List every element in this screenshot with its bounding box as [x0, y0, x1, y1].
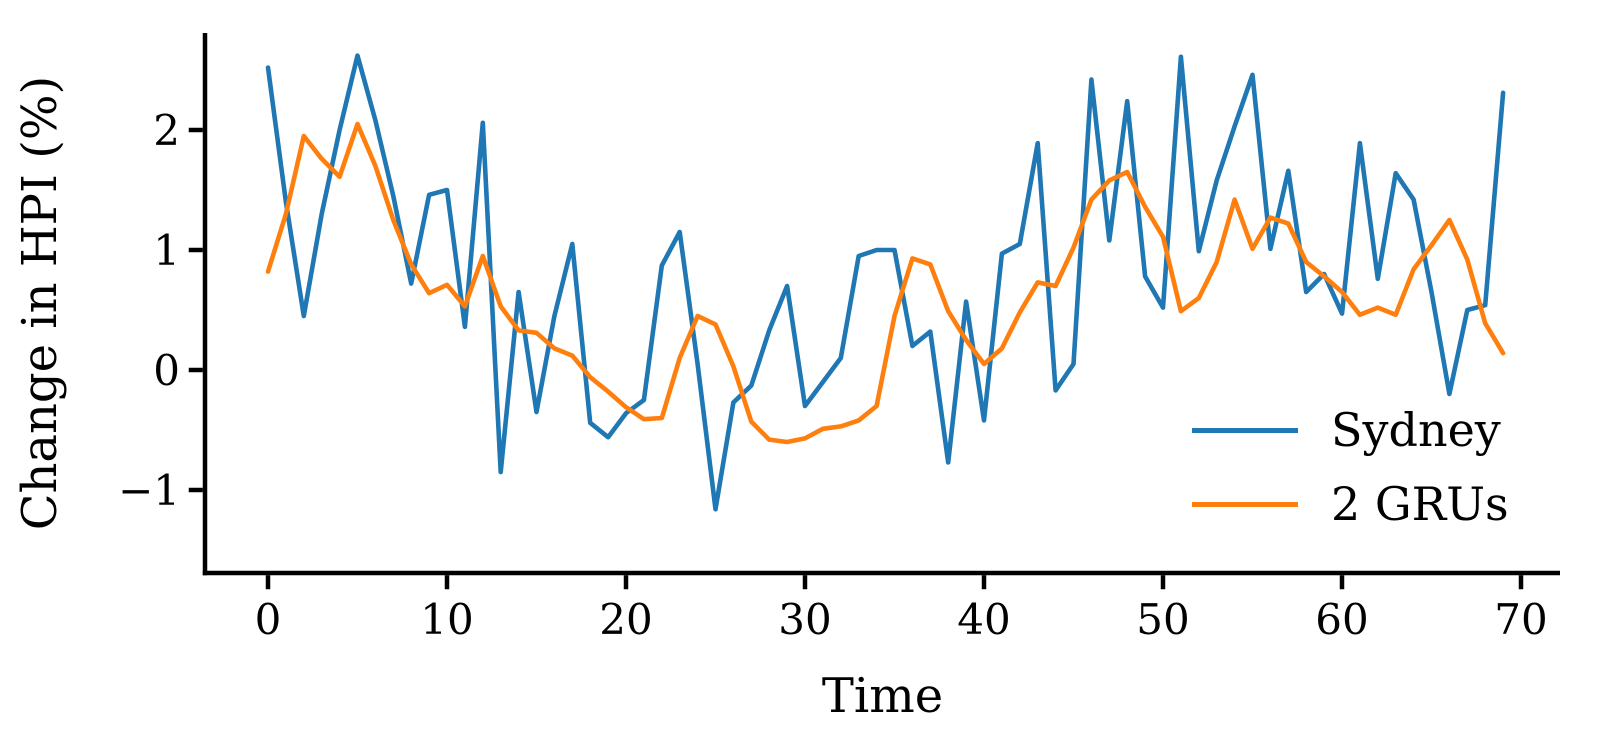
- x-tick-label: 20: [599, 595, 652, 644]
- x-tick-label: 60: [1315, 595, 1368, 644]
- legend-item-sydney: Sydney: [1192, 402, 1501, 458]
- line-sydney: [265, 53, 1506, 512]
- x-tick-label: 0: [255, 595, 282, 644]
- y-axis-label: Change in HPI (%): [12, 76, 68, 531]
- x-tick-label: 50: [1136, 595, 1189, 644]
- x-tick-label: 10: [420, 595, 473, 644]
- y-tick-label: 2: [153, 106, 180, 155]
- legend-line-sydney-swatch: [1192, 427, 1298, 433]
- y-tick-label: 0: [153, 346, 180, 395]
- y-tick-label: 1: [153, 226, 180, 275]
- x-axis-label: Time: [822, 668, 943, 724]
- x-tick-label: 70: [1494, 595, 1547, 644]
- x-tick-label: 30: [778, 595, 831, 644]
- legend-label-2-grus: 2 GRUs: [1331, 477, 1509, 531]
- legend-line-2-grus-swatch: [1192, 501, 1298, 507]
- legend-item-2-grus: 2 GRUs: [1192, 476, 1509, 532]
- legend-label-sydney: Sydney: [1331, 403, 1501, 457]
- y-tick-label: −1: [118, 466, 180, 515]
- line-2-grus: [265, 121, 1506, 445]
- x-tick-label: 40: [957, 595, 1010, 644]
